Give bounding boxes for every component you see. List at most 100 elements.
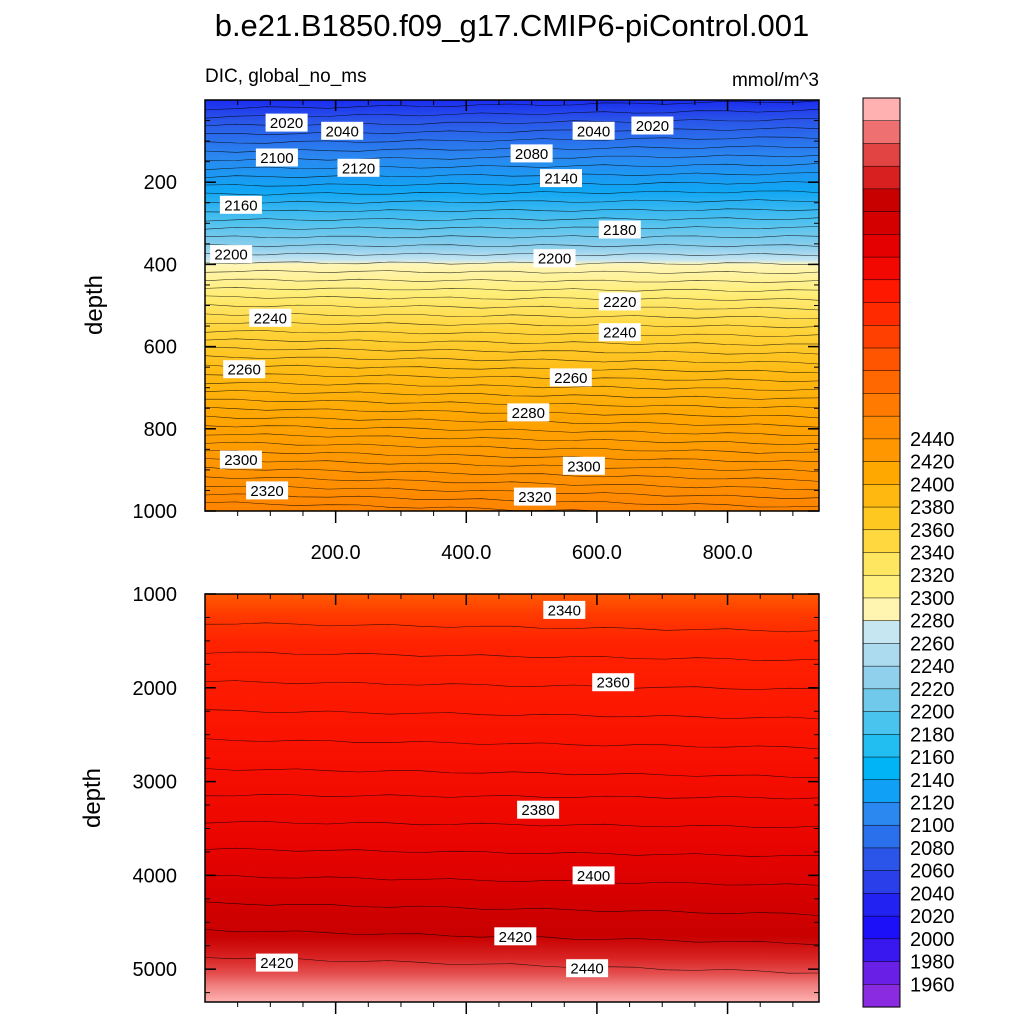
colorbar-label: 2180 <box>910 724 955 746</box>
colorbar-box <box>862 234 901 258</box>
colorbar-box <box>862 779 901 804</box>
lower-contour-line <box>205 768 819 779</box>
upper-contour-line <box>205 252 819 257</box>
contour-label-text: 2160 <box>224 197 257 214</box>
contour-label-text: 2280 <box>512 405 545 422</box>
contour-label-box <box>494 927 537 946</box>
contour-label-text: 2380 <box>521 802 554 819</box>
contour-label-box <box>249 308 292 327</box>
colorbar-box <box>862 256 901 281</box>
upper-contour-label: 2080 <box>510 144 553 163</box>
upper-contour-line <box>205 304 819 311</box>
lower-ylabel: depth <box>79 768 106 828</box>
upper-contour-label: 2200 <box>210 245 253 264</box>
contour-label-box <box>255 148 298 167</box>
colorbar-box <box>862 824 901 849</box>
xtick-label: 800.0 <box>703 542 753 564</box>
lower-contour-label: 2400 <box>572 866 615 885</box>
contour-label-text: 2300 <box>567 458 600 475</box>
contour-label-text: 2180 <box>603 222 636 239</box>
contour-label-text: 2360 <box>597 675 630 692</box>
upper-contour-line <box>205 390 819 400</box>
colorbar-box <box>862 915 901 940</box>
colorbar-box <box>862 143 901 167</box>
contour-label-box <box>513 487 556 506</box>
upper-contour-line <box>205 269 819 274</box>
upper-contour-line <box>205 136 819 144</box>
upper-ylabel: depth <box>81 275 108 335</box>
upper-contour-line <box>205 190 819 196</box>
upper-contour-line <box>205 364 819 374</box>
upper-contour-line <box>205 493 819 508</box>
colorbar-box <box>862 734 901 758</box>
upper-contour-line <box>205 441 819 454</box>
upper-contour-line <box>205 226 819 230</box>
contour-label-box <box>510 144 553 163</box>
contour-label-box <box>210 245 253 264</box>
upper-contour-line <box>205 181 819 187</box>
contour-label-text: 2240 <box>254 310 287 327</box>
upper-contour-label: 2320 <box>246 481 289 500</box>
upper-contour-line <box>205 278 819 283</box>
colorbar-label: 2420 <box>910 452 955 474</box>
colorbar-box <box>862 711 901 735</box>
colorbar-label: 2100 <box>910 815 955 837</box>
lower-contour-label: 2340 <box>543 600 586 619</box>
upper-contour-label: 2220 <box>598 292 641 311</box>
contour-label-box <box>321 121 364 140</box>
upper-contour-label: 2240 <box>249 308 292 327</box>
upper-contour-line <box>205 295 819 301</box>
contour-label-text: 2100 <box>260 150 293 167</box>
colorbar-box <box>862 325 901 349</box>
contour-label-text: 2220 <box>603 294 636 311</box>
colorbar-label: 2040 <box>910 883 955 905</box>
colorbar-box <box>862 506 901 531</box>
colorbar-label: 2440 <box>910 429 955 451</box>
lower-contour-label: 2420 <box>494 927 537 946</box>
upper-contour-line <box>205 261 819 265</box>
contour-label-box <box>507 403 550 422</box>
lower-ytick-label: 1000 <box>133 584 178 606</box>
contour-label-box <box>631 116 674 135</box>
contour-label-text: 2240 <box>603 325 636 342</box>
lower-contour-label: 2360 <box>592 673 635 692</box>
contour-label-box <box>562 456 605 475</box>
colorbar-box <box>862 393 901 417</box>
units-label: mmol/m^3 <box>732 70 819 91</box>
colorbar-box <box>862 688 901 713</box>
contour-label-text: 2020 <box>636 118 669 135</box>
lower-contour-label: 2420 <box>255 953 298 972</box>
colorbar-box <box>862 984 901 1008</box>
lower-ytick-label: 3000 <box>133 772 178 794</box>
colorbar-box <box>862 552 901 576</box>
upper-contour-line <box>205 100 819 110</box>
upper-contour-label: 2160 <box>219 195 262 214</box>
contour-label-text: 2140 <box>544 171 577 188</box>
colorbar-box <box>862 893 901 917</box>
colorbar-box <box>862 120 901 145</box>
colorbar-box <box>862 938 901 963</box>
upper-contour-line <box>205 433 819 445</box>
xtick-label: 600.0 <box>572 542 622 564</box>
upper-contour-line <box>205 321 819 329</box>
colorbar-box <box>862 279 901 304</box>
colorbar-label: 2260 <box>910 633 955 655</box>
upper-contour-line <box>205 450 819 463</box>
upper-contour-line <box>205 244 819 248</box>
contour-label-text: 2420 <box>499 929 532 946</box>
upper-contour-label: 2200 <box>533 249 576 268</box>
colorbar-label: 2380 <box>910 497 955 519</box>
colorbar-box <box>862 961 901 985</box>
colorbar-label: 2160 <box>910 747 955 769</box>
upper-contour-label: 2300 <box>219 450 262 469</box>
colorbar-box <box>862 484 901 508</box>
variable-label: DIC, global_no_ms <box>205 66 367 87</box>
lower-contour-line <box>205 651 819 661</box>
contour-label-text: 2320 <box>250 483 283 500</box>
upper-contour-line <box>205 373 819 383</box>
upper-ytick-label: 600 <box>144 337 177 359</box>
upper-contour-line <box>205 208 819 213</box>
contour-label-text: 2120 <box>342 160 375 177</box>
contour-label-text: 2080 <box>515 146 548 163</box>
